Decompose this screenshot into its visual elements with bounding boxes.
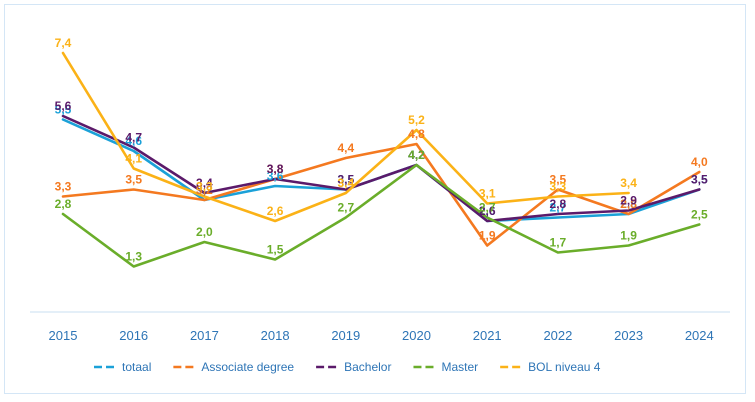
data-label-master: 1,9 [620, 229, 637, 243]
data-label-totaal: 2,7 [550, 201, 567, 215]
data-label-bol-niveau-4: 5,2 [408, 113, 425, 127]
data-label-bol-niveau-4: 3,3 [550, 180, 567, 194]
data-label-bachelor: 3,5 [691, 173, 708, 187]
data-label-associate-degree: 3,8 [267, 162, 284, 176]
data-label-master: 2,8 [55, 197, 72, 211]
x-tick-label: 2016 [119, 328, 148, 343]
data-label-master: 2,0 [196, 225, 213, 239]
x-tick-label: 2024 [685, 328, 714, 343]
data-label-bachelor: 2,9 [620, 194, 637, 208]
data-label-associate-degree: 3,5 [550, 173, 567, 187]
data-label-bachelor: 5,6 [55, 99, 72, 113]
data-label-totaal: 4,2 [408, 148, 425, 162]
data-label-bachelor: 4,7 [125, 131, 142, 145]
data-label-bol-niveau-4: 3,4 [337, 176, 354, 190]
series-line-bol-niveau-4 [61, 51, 630, 223]
data-label-bachelor: 2,8 [550, 197, 567, 211]
data-label-bol-niveau-4: 3,1 [479, 187, 496, 201]
data-label-totaal: 3,2 [196, 183, 213, 197]
legend-label-bachelor: Bachelor [344, 360, 391, 374]
data-label-associate-degree: 3,5 [125, 173, 142, 187]
data-label-bol-niveau-4: 3,4 [620, 176, 637, 190]
data-label-bol-niveau-4: 7,4 [55, 36, 72, 50]
x-tick-label: 2015 [49, 328, 78, 343]
legend-label-bol-niveau-4: BOL niveau 4 [528, 360, 601, 374]
data-label-bol-niveau-4: 2,6 [267, 204, 284, 218]
data-label-totaal: 2,6 [479, 204, 496, 218]
data-label-totaal: 3,5 [337, 173, 354, 187]
data-label-totaal: 2,8 [620, 197, 637, 211]
data-label-bachelor: 3,5 [337, 173, 354, 187]
chart-frame [4, 4, 746, 394]
data-label-master: 4,2 [408, 148, 425, 162]
data-label-bol-niveau-4: 3,3 [196, 180, 213, 194]
data-label-master: 1,5 [267, 243, 284, 257]
data-label-associate-degree: 2,8 [620, 197, 637, 211]
data-label-bachelor: 3,4 [196, 176, 213, 190]
x-tick-label: 2019 [331, 328, 360, 343]
data-label-associate-degree: 1,9 [479, 229, 496, 243]
data-label-bol-niveau-4: 4,1 [125, 152, 142, 166]
x-tick-label: 2020 [402, 328, 431, 343]
x-tick-label: 2018 [261, 328, 290, 343]
x-tick-label: 2022 [543, 328, 572, 343]
data-label-master: 2,7 [479, 201, 496, 215]
data-label-bachelor: 3,8 [267, 162, 284, 176]
legend-label-associate-degree: Associate degree [201, 360, 294, 374]
data-label-associate-degree: 3,2 [196, 183, 213, 197]
data-label-associate-degree: 4,8 [408, 127, 425, 141]
data-label-master: 2,7 [337, 201, 354, 215]
data-label-totaal: 4,6 [125, 134, 142, 148]
x-tick-label: 2021 [473, 328, 502, 343]
data-label-master: 1,3 [125, 250, 142, 264]
data-label-associate-degree: 3,3 [55, 180, 72, 194]
legend-label-master: Master [441, 360, 478, 374]
data-label-totaal: 3,5 [691, 173, 708, 187]
legend-label-totaal: totaal [122, 360, 151, 374]
data-label-bachelor: 4,2 [408, 148, 425, 162]
x-tick-label: 2023 [614, 328, 643, 343]
series-line-master [61, 163, 701, 268]
series-line-bachelor [61, 114, 701, 223]
data-label-totaal: 3,6 [267, 169, 284, 183]
data-label-master: 2,5 [691, 208, 708, 222]
series-line-associate-degree [61, 142, 701, 247]
data-label-associate-degree: 4,0 [691, 155, 708, 169]
data-label-associate-degree: 4,4 [337, 141, 354, 155]
data-label-bachelor: 2,6 [479, 204, 496, 218]
x-tick-label: 2017 [190, 328, 219, 343]
data-label-master: 1,7 [550, 236, 567, 250]
data-label-totaal: 5,5 [55, 103, 72, 117]
